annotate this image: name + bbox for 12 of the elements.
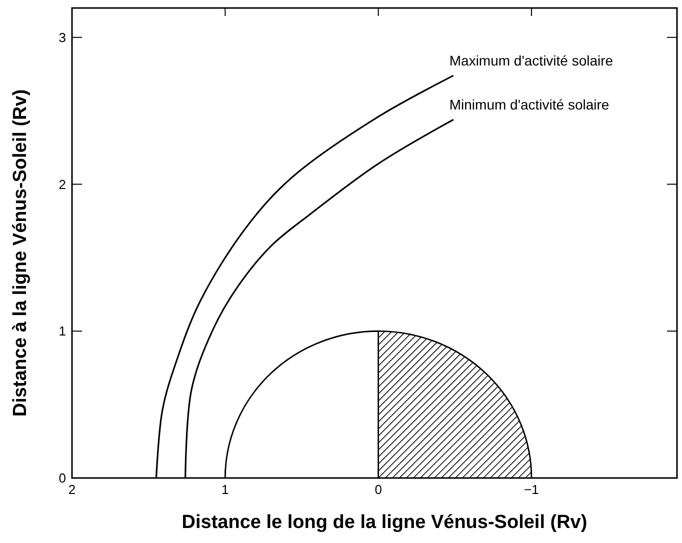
y-tick-label: 3 [58,30,66,45]
series-label: Minimum d'activité solaire [449,96,610,113]
x-tick-label: 1 [222,482,229,497]
y-tick-label: 1 [58,324,66,339]
y-tick-label: 2 [58,176,66,192]
y-tick-label: 0 [58,470,66,486]
series-label: Maximum d'activité solaire [449,52,614,69]
x-axis-title: Distance le long de la ligne Vénus-Soleil (Rv) [182,512,588,533]
x-tick-label: −1 [524,482,539,497]
x-tick-label: 2 [68,482,76,497]
y-axis-title: Distance à la ligne Vénus-Soleil (Rv) [10,89,31,417]
x-tick-label: 0 [374,482,382,497]
